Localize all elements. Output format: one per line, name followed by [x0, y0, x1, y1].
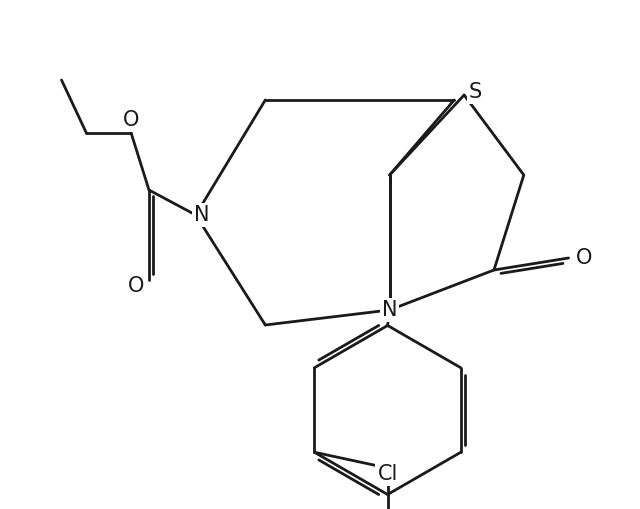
Text: O: O — [123, 110, 140, 130]
Text: N: N — [195, 205, 210, 225]
Text: O: O — [576, 248, 593, 268]
Text: N: N — [382, 300, 397, 320]
Text: O: O — [128, 276, 145, 296]
Text: Cl: Cl — [378, 464, 398, 485]
Text: S: S — [469, 82, 482, 102]
